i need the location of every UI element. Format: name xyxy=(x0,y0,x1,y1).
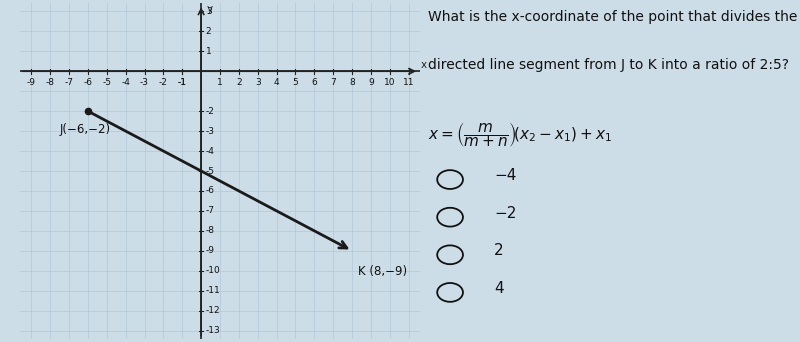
Text: −2: −2 xyxy=(494,206,517,221)
Text: 7: 7 xyxy=(330,78,336,87)
Text: -8: -8 xyxy=(46,78,54,87)
Text: y: y xyxy=(206,4,213,14)
Text: 2: 2 xyxy=(494,243,504,258)
Text: -12: -12 xyxy=(206,306,221,315)
Text: -13: -13 xyxy=(206,326,221,335)
Text: -6: -6 xyxy=(83,78,93,87)
Text: -8: -8 xyxy=(206,226,215,235)
Text: -2: -2 xyxy=(159,78,168,87)
Text: 6: 6 xyxy=(311,78,318,87)
Text: -9: -9 xyxy=(27,78,36,87)
Text: 8: 8 xyxy=(350,78,355,87)
Text: -2: -2 xyxy=(206,107,214,116)
Text: -10: -10 xyxy=(206,266,221,275)
Text: 3: 3 xyxy=(206,7,211,16)
Text: -1: -1 xyxy=(178,78,186,87)
Text: 4: 4 xyxy=(494,281,504,296)
Text: 11: 11 xyxy=(403,78,414,87)
Text: -5: -5 xyxy=(206,167,215,175)
Text: J(−6,−2): J(−6,−2) xyxy=(60,123,110,136)
Text: -11: -11 xyxy=(206,286,221,295)
Text: 9: 9 xyxy=(368,78,374,87)
Text: What is the x-coordinate of the point that divides the: What is the x-coordinate of the point th… xyxy=(428,10,798,24)
Text: −4: −4 xyxy=(494,168,517,183)
Text: -6: -6 xyxy=(206,186,215,195)
Text: 4: 4 xyxy=(274,78,279,87)
Text: 2: 2 xyxy=(236,78,242,87)
Text: -9: -9 xyxy=(206,246,215,255)
Text: -3: -3 xyxy=(206,127,215,135)
Text: x: x xyxy=(421,60,427,70)
Text: -4: -4 xyxy=(122,78,130,87)
Text: directed line segment from J to K into a ratio of 2:5?: directed line segment from J to K into a… xyxy=(428,58,789,72)
Text: 10: 10 xyxy=(384,78,395,87)
Text: 5: 5 xyxy=(293,78,298,87)
Text: -3: -3 xyxy=(140,78,149,87)
Text: 1: 1 xyxy=(206,47,211,56)
Text: -7: -7 xyxy=(206,207,215,215)
Text: 2: 2 xyxy=(206,27,211,36)
Text: 3: 3 xyxy=(255,78,261,87)
Text: 1: 1 xyxy=(217,78,223,87)
Text: -4: -4 xyxy=(206,147,214,156)
Text: K (8,−9): K (8,−9) xyxy=(358,265,407,278)
Text: -5: -5 xyxy=(102,78,111,87)
Text: -1: -1 xyxy=(178,78,186,87)
Text: -7: -7 xyxy=(65,78,74,87)
Text: $x = \left(\dfrac{m}{m+n}\right)\!\left(x_2 - x_1\right) + x_1$: $x = \left(\dfrac{m}{m+n}\right)\!\left(… xyxy=(428,120,612,149)
